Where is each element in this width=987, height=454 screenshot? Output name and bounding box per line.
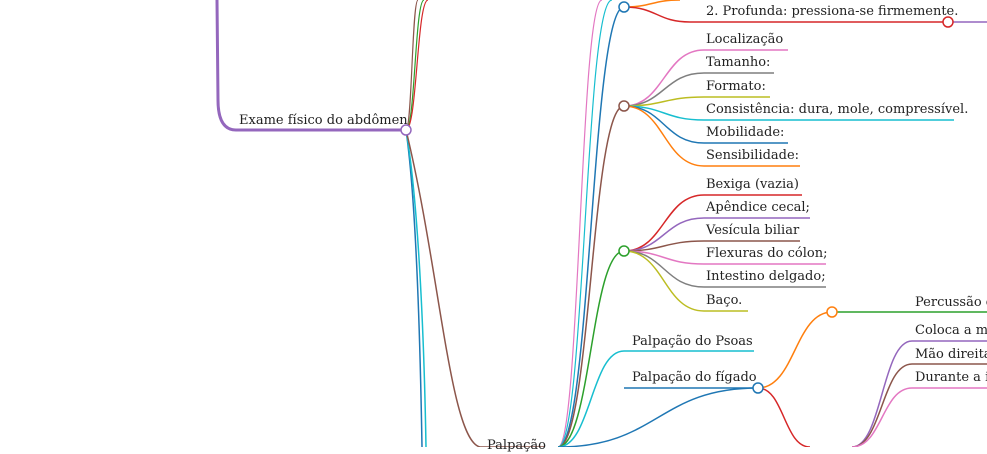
- sibling-link-2: [405, 0, 425, 131]
- hub-link-psoas: [557, 350, 754, 447]
- mass-link-0: [623, 49, 788, 107]
- structure-item-intestino[interactable]: Intestino delgado;: [706, 269, 826, 284]
- structure-link-5: [623, 250, 748, 312]
- psoas-node-label[interactable]: Palpação do Psoas: [632, 334, 753, 349]
- root-link: [215, 0, 406, 132]
- structure-item-bexiga[interactable]: Bexiga (vazia): [706, 177, 799, 192]
- mass-link-3: [623, 105, 954, 121]
- liver-link-down: [757, 387, 811, 447]
- structure-link-1: [623, 217, 810, 252]
- structure-item-vesicula[interactable]: Vesícula biliar: [706, 223, 800, 238]
- root-node-label[interactable]: Exame físico do abdômen: [239, 113, 408, 128]
- structure-item-apendice[interactable]: Apêndice cecal;: [706, 200, 810, 215]
- hub-link-structures: [557, 250, 625, 447]
- liver-child-link-2: [851, 363, 987, 447]
- deep-palpation-node[interactable]: [942, 16, 954, 28]
- mass-link-1: [623, 72, 774, 107]
- liver-child-coloca[interactable]: Coloca a mã: [915, 323, 987, 338]
- hub-link-palpation-types: [557, 6, 625, 447]
- mass-item-localizacao[interactable]: Localização: [706, 32, 784, 47]
- structure-item-baco[interactable]: Baço.: [706, 293, 743, 308]
- hub-link-mass: [557, 105, 625, 447]
- deep-palpation-label[interactable]: 2. Profunda: pressiona-se firmemente.: [706, 4, 959, 19]
- hub-link-top-2: [557, 0, 613, 447]
- structure-link-3: [623, 250, 826, 265]
- palpable-structures-node[interactable]: [618, 245, 630, 257]
- liver-child-link-1: [851, 340, 987, 447]
- structure-link-0: [623, 194, 802, 252]
- mass-item-tamanho[interactable]: Tamanho:: [706, 55, 771, 70]
- types-link-deep: [623, 6, 948, 23]
- down-link-2: [405, 129, 427, 447]
- liver-node[interactable]: [752, 382, 764, 394]
- hub-link-top-1: [557, 0, 603, 447]
- hub-link-liver: [557, 387, 759, 447]
- root-node[interactable]: [400, 124, 412, 136]
- liver-node-label[interactable]: Palpação do fígado: [632, 370, 757, 385]
- liver-child-mao-direita[interactable]: Mão direita: [915, 347, 987, 362]
- liver-child-percussao[interactable]: Percussão d: [915, 295, 987, 310]
- mass-item-formato[interactable]: Formato:: [706, 79, 766, 94]
- mass-item-sensibilidade[interactable]: Sensibilidade:: [706, 148, 800, 163]
- liver-child-durante[interactable]: Durante a in: [915, 370, 987, 385]
- percussao-hub-node[interactable]: [826, 306, 838, 318]
- palpacao-link: [405, 129, 545, 447]
- sibling-link-3: [405, 0, 429, 131]
- mass-characteristics-node[interactable]: [618, 100, 630, 112]
- down-link-1: [405, 129, 423, 447]
- mass-item-consistencia[interactable]: Consistência: dura, mole, compressível.: [706, 102, 969, 117]
- structure-link-2: [623, 240, 800, 252]
- palpacao-node-label[interactable]: Palpação: [487, 438, 547, 453]
- types-link-superficial: [623, 0, 681, 8]
- mass-link-2: [623, 96, 770, 107]
- liver-child-link-3: [851, 387, 987, 447]
- mass-item-mobilidade[interactable]: Mobilidade:: [706, 125, 785, 140]
- palpation-types-node[interactable]: [618, 1, 630, 13]
- structure-item-flexuras[interactable]: Flexuras do cólon;: [706, 246, 828, 261]
- mass-link-5: [623, 105, 800, 167]
- liver-link-percussao-hub: [757, 311, 833, 389]
